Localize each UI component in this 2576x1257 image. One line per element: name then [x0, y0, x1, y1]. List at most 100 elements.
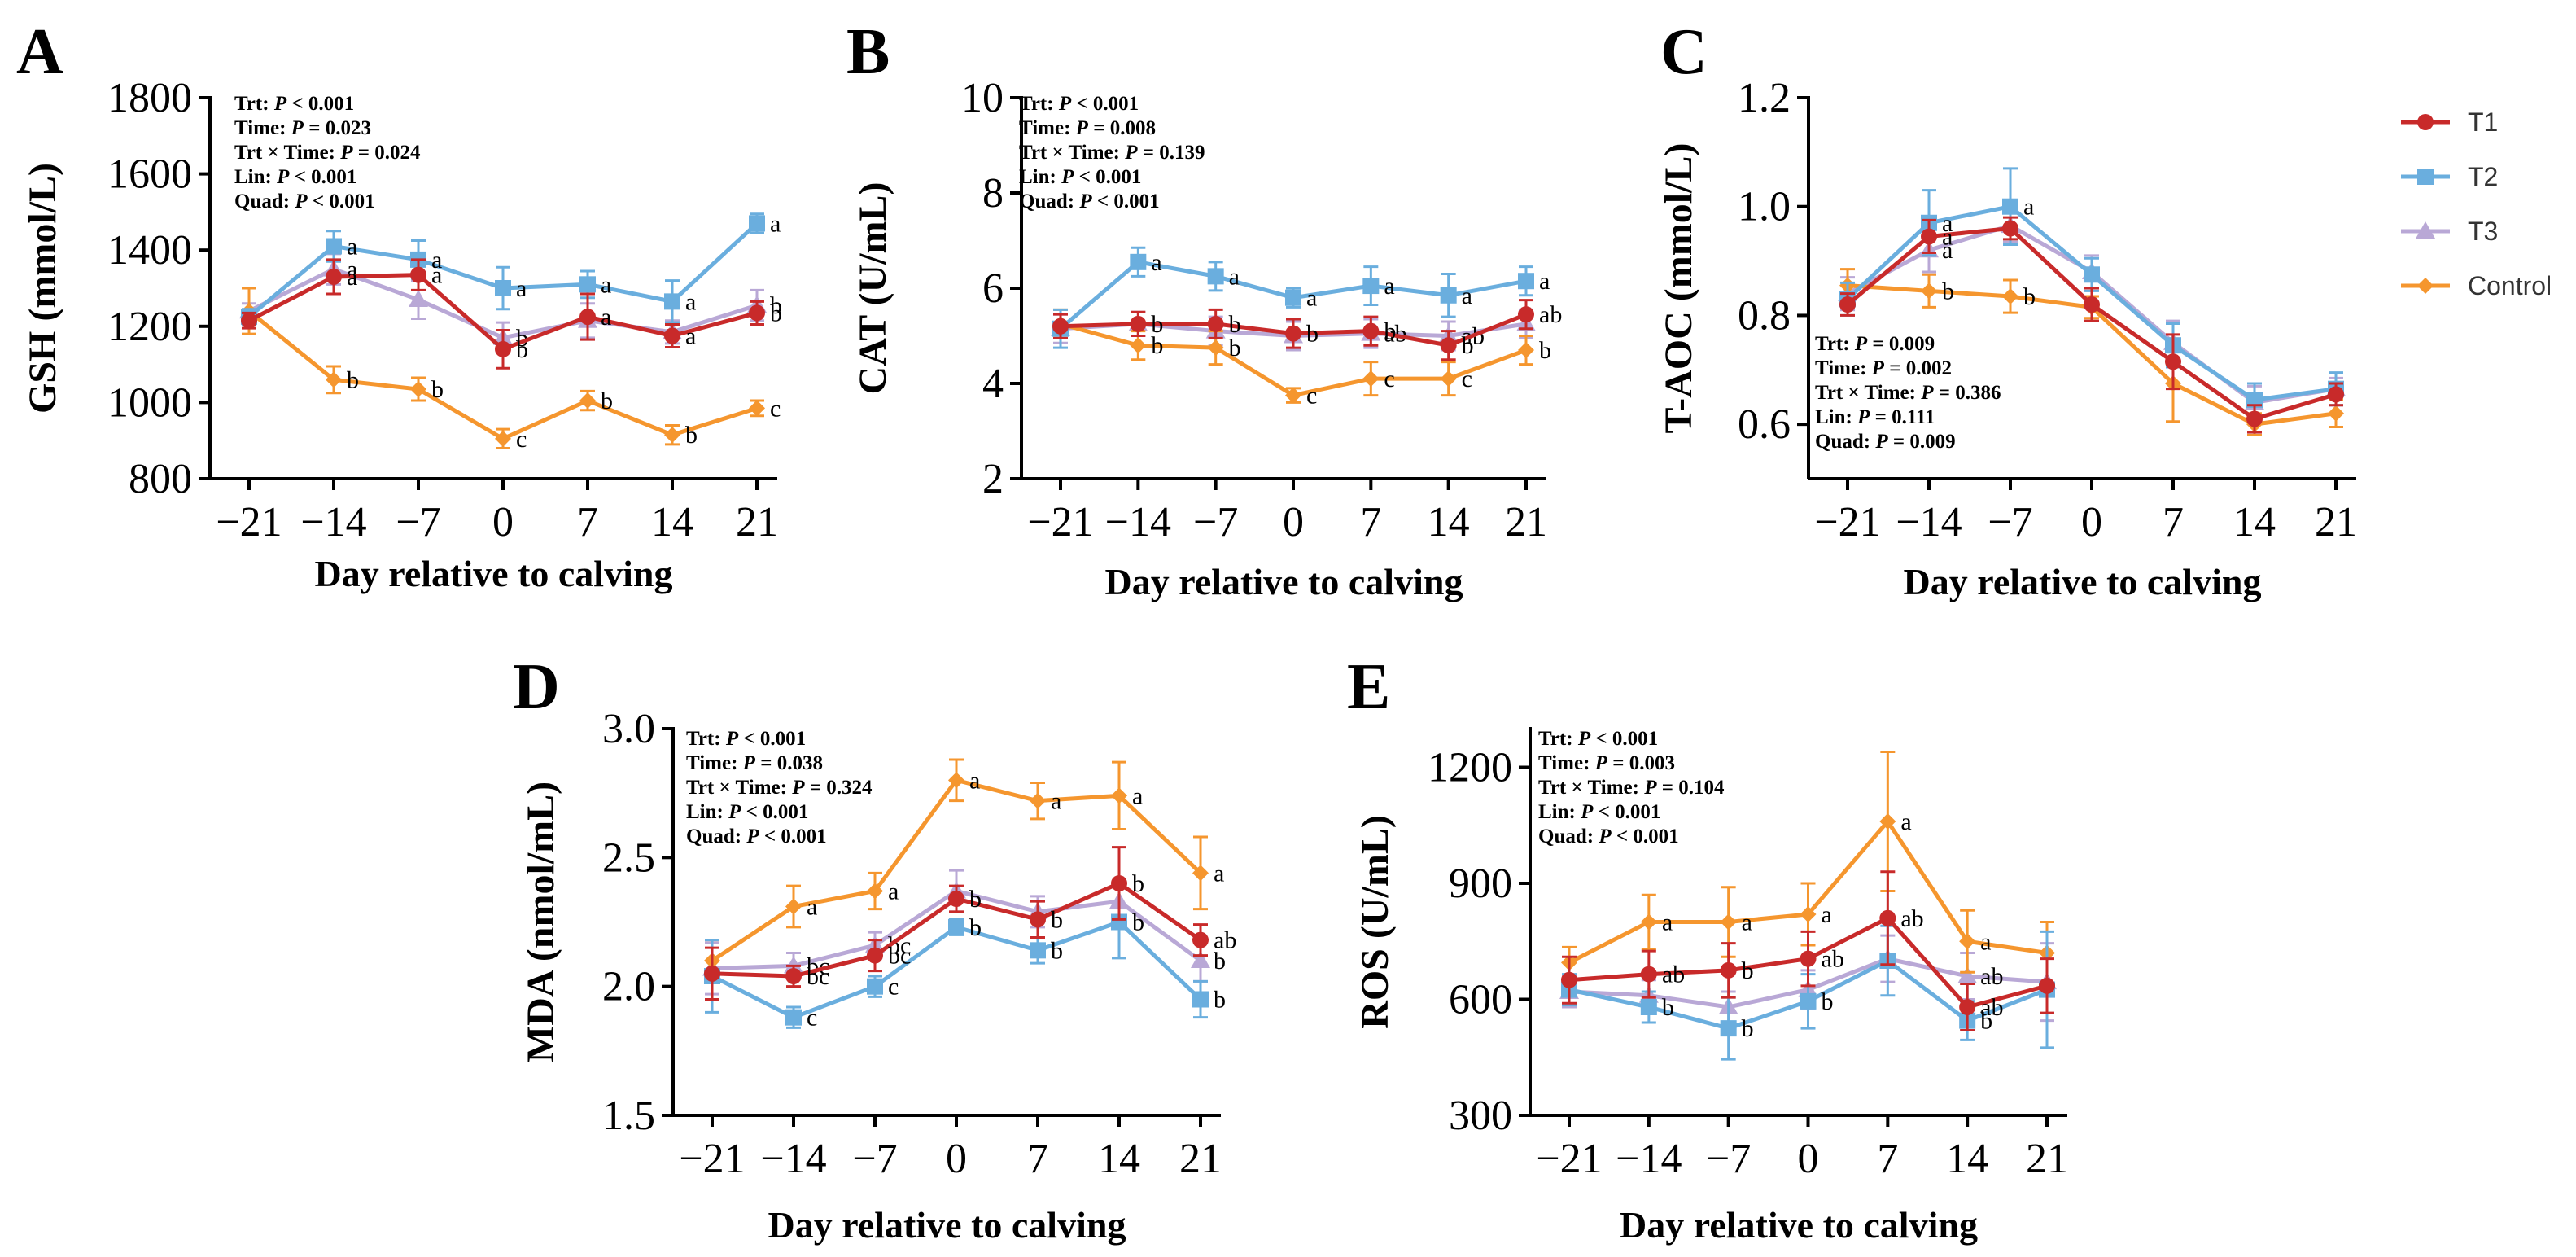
y-tick-label: 1600: [107, 151, 192, 198]
data-point: [1285, 289, 1301, 306]
data-point: [1207, 339, 1224, 357]
significance-label: a: [1214, 860, 1224, 887]
panel-c: 0.6 0.8 1.0 1.2 −21 −14 −7 0 7 14 21 Day relative t…: [1657, 16, 2357, 602]
x-tick-label: −14: [760, 1136, 826, 1182]
stat-line: Lin: P < 0.001: [686, 801, 808, 823]
x-tick-label: −7: [852, 1136, 897, 1182]
y-axis-label: ROS (U/mL): [1354, 815, 1397, 1029]
significance-label: a: [1662, 909, 1673, 936]
data-point: [1285, 387, 1301, 404]
x-axis-label: Day relative to calving: [1904, 561, 2262, 602]
data-point: [948, 772, 964, 789]
significance-label: b: [770, 292, 782, 319]
stat-line: Trt × Time: P = 0.024: [234, 142, 421, 164]
data-point: [1130, 337, 1147, 354]
data-point: [1111, 913, 1127, 931]
x-tick-label: 14: [651, 499, 693, 545]
stat-line: Quad: P = 0.009: [1815, 431, 1956, 453]
legend-marker: [2416, 221, 2435, 239]
data-point: [1518, 306, 1534, 323]
data-point: [1362, 322, 1380, 339]
stat-line: Quad: P < 0.001: [1538, 826, 1679, 847]
data-point: [749, 400, 765, 417]
data-point: [1839, 296, 1856, 313]
y-tick-label: 1000: [107, 379, 192, 426]
data-point: [867, 978, 883, 995]
series-t3: a bb: [239, 252, 782, 355]
data-point: [749, 215, 765, 232]
data-point: [1192, 931, 1209, 948]
data-point: [2039, 977, 2055, 994]
x-tick-label: −21: [1027, 499, 1093, 545]
data-point: [2084, 266, 2100, 283]
panel-b: 2 4 6 8 10 −21 −14 −7 0 7 14 21 Day relative to calv…: [846, 16, 1562, 602]
stat-line: Time: P = 0.002: [1815, 357, 1952, 379]
data-point: [1030, 792, 1046, 809]
significance-label: a: [516, 275, 527, 302]
significance-label: ab: [1662, 961, 1685, 988]
panel-e: 300 600 900 1200 −21 −14 −7 0 7 14 21 Day relative …: [1347, 651, 2068, 1246]
data-point: [1362, 278, 1380, 295]
data-point: [785, 968, 802, 984]
x-tick-label: 14: [1946, 1136, 1988, 1182]
stat-line: Trt: P < 0.001: [1019, 93, 1139, 115]
significance-label: a: [1539, 268, 1550, 295]
y-tick-label: 1.2: [1738, 75, 1791, 121]
x-tick-label: 7: [1877, 1136, 1898, 1182]
data-point: [1440, 287, 1457, 304]
data-point: [1130, 253, 1147, 270]
significance-label: a: [1942, 210, 1953, 237]
data-point: [579, 309, 596, 326]
panel-letter: E: [1347, 651, 1390, 723]
x-tick-label: 21: [736, 499, 778, 545]
legend-label: T2: [2468, 162, 2498, 191]
data-point: [1959, 999, 1976, 1015]
significance-label: c: [1462, 366, 1472, 392]
data-point: [1959, 933, 1976, 950]
x-tick-label: −7: [396, 499, 440, 545]
significance-label: b: [1151, 332, 1163, 359]
x-tick-label: 0: [1798, 1136, 1819, 1182]
data-point: [867, 883, 883, 900]
y-tick-label: 0.8: [1738, 292, 1791, 339]
stat-line: Trt: P < 0.001: [234, 93, 354, 115]
data-point: [1207, 268, 1224, 285]
y-tick-label: 6: [982, 265, 1004, 312]
data-point: [2246, 392, 2263, 409]
data-point: [1720, 1020, 1737, 1037]
data-point: [495, 340, 511, 357]
panel-letter: D: [513, 651, 560, 723]
y-tick-label: 1400: [107, 227, 192, 274]
significance-label: b: [1822, 988, 1834, 1015]
significance-label: a: [807, 894, 817, 921]
panel-letter: C: [1660, 16, 1708, 88]
significance-label: a: [1900, 808, 1911, 835]
y-tick-label: 1200: [1428, 745, 1512, 791]
x-tick-label: −21: [1536, 1136, 1602, 1182]
significance-label: c: [1306, 383, 1317, 410]
significance-label: b: [1214, 987, 1226, 1014]
significance-label: a: [1942, 237, 1953, 264]
data-point: [2002, 220, 2018, 237]
data-point: [948, 891, 964, 907]
x-tick-label: −7: [1988, 499, 2032, 545]
significance-label: bc: [888, 943, 911, 970]
significance-label: b: [969, 914, 982, 941]
data-point: [1640, 966, 1657, 983]
x-tick-label: −7: [1193, 499, 1238, 545]
significance-label: b: [1942, 278, 1954, 304]
stat-line: Trt × Time: P = 0.139: [1019, 142, 1205, 164]
panel-letter: A: [16, 16, 63, 88]
y-tick-label: 2.5: [602, 834, 655, 881]
significance-label: a: [431, 262, 442, 289]
significance-label: b: [431, 376, 444, 403]
panel-d: 1.5 2.0 2.5 3.0 −21 −14 −7 0 7 14 21 Day relative t…: [513, 651, 1236, 1246]
x-tick-label: −14: [1616, 1136, 1682, 1182]
x-axis-label: Day relative to calving: [315, 553, 673, 594]
significance-label: b: [347, 366, 359, 393]
significance-label: a: [1742, 909, 1752, 936]
y-tick-label: 600: [1449, 977, 1512, 1023]
significance-label: a: [770, 210, 781, 237]
